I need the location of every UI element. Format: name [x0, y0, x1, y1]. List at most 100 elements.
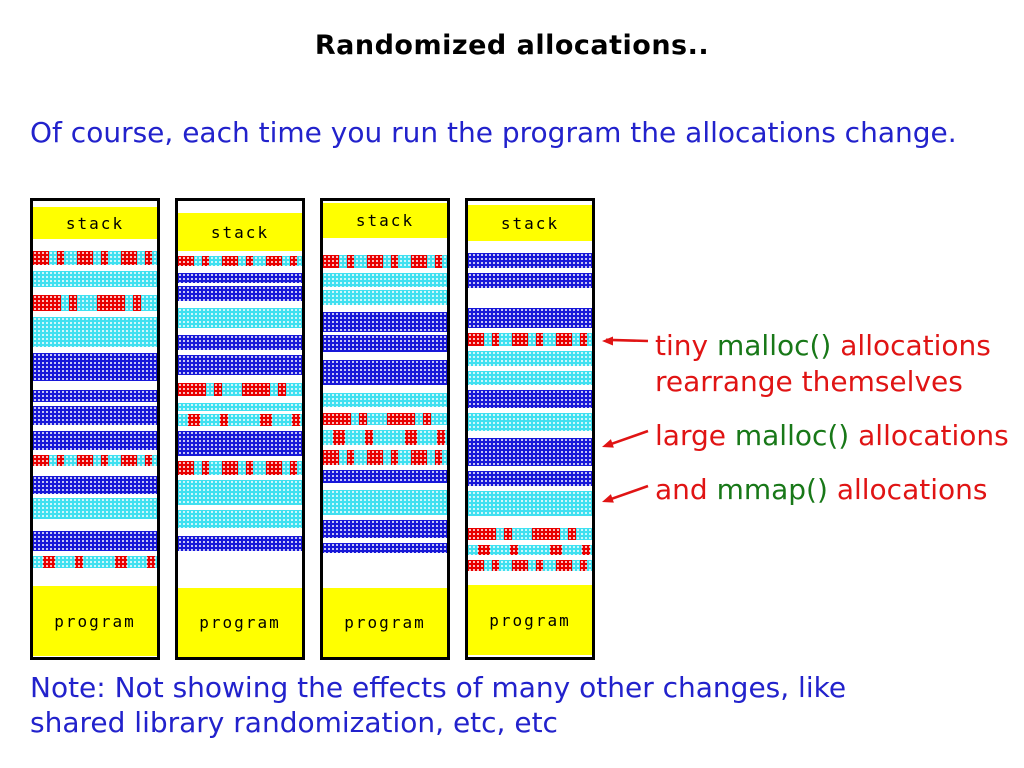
program-band: program	[468, 585, 592, 655]
annotation-text: large	[655, 419, 735, 452]
note-line-1: Note: Not showing the effects of many ot…	[30, 671, 847, 704]
tiny-malloc-band	[468, 545, 592, 555]
code-term: malloc()	[716, 329, 832, 362]
free-gap	[323, 445, 447, 450]
free-gap	[323, 268, 447, 273]
free-gap	[33, 287, 157, 295]
free-gap	[178, 301, 302, 308]
stack-band: stack	[323, 203, 447, 238]
arrow-icon-2	[602, 429, 649, 448]
free-gap	[468, 385, 592, 390]
annotation-line: rearrange themselves	[655, 364, 991, 400]
memory-column-3: stack program	[320, 198, 450, 660]
large-malloc-band	[323, 543, 447, 553]
free-gap	[468, 431, 592, 438]
tiny-malloc-band	[33, 295, 157, 311]
free-gap	[323, 201, 447, 203]
tiny-malloc-band	[468, 560, 592, 571]
large-malloc-band	[178, 431, 302, 456]
mmap-band	[323, 290, 447, 305]
free-gap	[468, 571, 592, 585]
tiny-malloc-band	[33, 251, 157, 265]
free-gap	[468, 486, 592, 491]
free-gap	[323, 287, 447, 290]
free-gap	[323, 425, 447, 430]
free-gap	[178, 375, 302, 383]
free-gap	[323, 553, 447, 588]
free-gap	[468, 408, 592, 413]
stack-band: stack	[468, 205, 592, 241]
free-gap	[33, 519, 157, 531]
large-malloc-band	[323, 470, 447, 483]
mmap-band	[33, 271, 157, 287]
tiny-malloc-band	[323, 255, 447, 268]
tiny-malloc-band	[468, 528, 592, 540]
free-gap	[323, 538, 447, 543]
free-gap	[178, 328, 302, 335]
slide-title: Randomized allocations..	[314, 30, 710, 61]
annotation-3: and mmap() allocations	[655, 472, 987, 508]
free-gap	[468, 268, 592, 273]
large-malloc-band	[33, 353, 157, 381]
code-term: malloc()	[734, 419, 850, 452]
annotation-text: allocations	[827, 473, 988, 506]
annotation-arrows	[602, 336, 649, 503]
large-malloc-band	[468, 273, 592, 288]
free-gap	[468, 466, 592, 471]
program-band: program	[178, 588, 302, 657]
large-malloc-band	[33, 406, 157, 425]
large-malloc-band	[468, 438, 592, 466]
code-term: mmap()	[716, 473, 828, 506]
free-gap	[468, 201, 592, 205]
tiny-malloc-band	[178, 414, 302, 426]
free-gap	[178, 283, 302, 286]
arrow-icon-1	[602, 336, 649, 346]
free-gap	[178, 350, 302, 355]
stack-band: stack	[178, 213, 302, 251]
free-gap	[468, 328, 592, 333]
annotation-line: large malloc() allocations	[655, 418, 1009, 454]
free-gap	[178, 551, 302, 588]
mmap-band	[33, 498, 157, 519]
free-gap	[468, 540, 592, 545]
large-malloc-band	[323, 335, 447, 352]
mmap-band	[178, 510, 302, 528]
free-gap	[33, 265, 157, 271]
free-gap	[33, 402, 157, 406]
stack-band: stack	[33, 207, 157, 239]
free-gap	[323, 352, 447, 360]
free-gap	[33, 239, 157, 251]
free-gap	[178, 475, 302, 480]
free-gap	[323, 483, 447, 490]
annotation-text: allocations	[849, 419, 1009, 452]
note-line-2: shared library randomization, etc, etc	[30, 706, 558, 739]
large-malloc-band	[33, 431, 157, 450]
mmap-band	[468, 491, 592, 516]
annotation-line: and mmap() allocations	[655, 472, 987, 508]
memory-column-2: stack program	[175, 198, 305, 660]
large-malloc-band	[323, 360, 447, 385]
tiny-malloc-band	[468, 333, 592, 346]
tiny-malloc-band	[178, 383, 302, 396]
mmap-band	[468, 371, 592, 385]
program-band: program	[323, 588, 447, 657]
mmap-band	[33, 317, 157, 347]
arrow-icon-3	[602, 484, 649, 503]
large-malloc-band	[178, 335, 302, 350]
memory-column-4: stack program	[465, 198, 595, 660]
free-gap	[33, 381, 157, 390]
large-malloc-band	[468, 308, 592, 328]
annotation-text: rearrange themselves	[655, 365, 963, 398]
free-gap	[178, 201, 302, 213]
tiny-malloc-band	[178, 461, 302, 475]
free-gap	[33, 494, 157, 498]
free-gap	[178, 456, 302, 461]
annotation-1: tiny malloc() allocations rearrange thems…	[655, 328, 991, 400]
large-malloc-band	[468, 390, 592, 408]
free-gap	[33, 311, 157, 317]
large-malloc-band	[468, 253, 592, 268]
free-gap	[178, 411, 302, 414]
mmap-band	[178, 403, 302, 411]
free-gap	[33, 551, 157, 556]
